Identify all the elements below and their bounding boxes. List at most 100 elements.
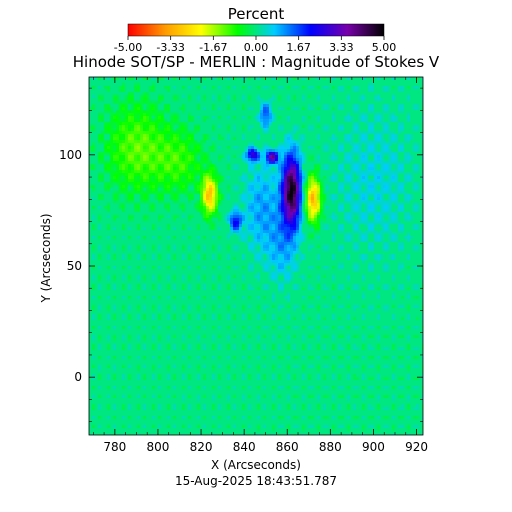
heatmap-cell bbox=[152, 122, 155, 125]
heatmap-cell bbox=[98, 173, 101, 176]
heatmap-cell bbox=[233, 266, 236, 269]
heatmap-cell bbox=[179, 134, 182, 137]
heatmap-cell bbox=[338, 107, 341, 110]
heatmap-cell bbox=[212, 86, 215, 89]
heatmap-cell bbox=[374, 188, 377, 191]
heatmap-cell bbox=[389, 185, 392, 188]
heatmap-cell bbox=[395, 137, 398, 140]
heatmap-cell bbox=[116, 140, 119, 143]
heatmap-cell bbox=[242, 95, 245, 98]
heatmap-cell bbox=[392, 218, 395, 221]
heatmap-cell bbox=[350, 140, 353, 143]
heatmap-cell bbox=[266, 197, 269, 200]
heatmap-cell bbox=[302, 377, 305, 380]
heatmap-cell bbox=[110, 122, 113, 125]
heatmap-cell bbox=[179, 152, 182, 155]
heatmap-cell bbox=[290, 206, 293, 209]
heatmap-cell bbox=[245, 161, 248, 164]
heatmap-cell bbox=[422, 194, 423, 197]
heatmap-cell bbox=[212, 335, 215, 338]
heatmap-cell bbox=[140, 176, 143, 179]
heatmap-cell bbox=[401, 365, 404, 368]
heatmap-cell bbox=[254, 167, 257, 170]
heatmap-cell bbox=[353, 221, 356, 224]
heatmap-cell bbox=[275, 251, 278, 254]
heatmap-cell bbox=[401, 284, 404, 287]
heatmap-cell bbox=[218, 326, 221, 329]
heatmap-cell bbox=[152, 407, 155, 410]
heatmap-cell bbox=[287, 374, 290, 377]
heatmap-cell bbox=[176, 152, 179, 155]
heatmap-cell bbox=[320, 185, 323, 188]
heatmap-cell bbox=[371, 263, 374, 266]
heatmap-cell bbox=[251, 230, 254, 233]
heatmap-cell bbox=[260, 164, 263, 167]
heatmap-cell bbox=[395, 164, 398, 167]
heatmap-cell bbox=[305, 212, 308, 215]
heatmap-cell bbox=[356, 248, 359, 251]
heatmap-cell bbox=[383, 143, 386, 146]
heatmap-cell bbox=[233, 218, 236, 221]
heatmap-cell bbox=[98, 98, 101, 101]
heatmap-cell bbox=[236, 248, 239, 251]
heatmap-cell bbox=[137, 173, 140, 176]
heatmap-cell bbox=[239, 194, 242, 197]
heatmap-cell bbox=[272, 293, 275, 296]
heatmap-cell bbox=[197, 407, 200, 410]
heatmap-cell bbox=[368, 191, 371, 194]
heatmap-cell bbox=[293, 128, 296, 131]
heatmap-cell bbox=[401, 161, 404, 164]
heatmap-cell bbox=[296, 164, 299, 167]
heatmap-cell bbox=[254, 182, 257, 185]
heatmap-cell bbox=[323, 248, 326, 251]
heatmap-cell bbox=[152, 167, 155, 170]
heatmap-cell bbox=[113, 215, 116, 218]
heatmap-cell bbox=[413, 227, 416, 230]
heatmap-cell bbox=[173, 155, 176, 158]
heatmap-cell bbox=[287, 206, 290, 209]
heatmap-cell bbox=[245, 203, 248, 206]
heatmap-cell bbox=[290, 185, 293, 188]
heatmap-cell bbox=[317, 185, 320, 188]
heatmap-cell bbox=[371, 200, 374, 203]
heatmap-cell bbox=[248, 230, 251, 233]
heatmap-cell bbox=[125, 113, 128, 116]
heatmap-cell bbox=[176, 191, 179, 194]
heatmap-cell bbox=[107, 326, 110, 329]
heatmap-cell bbox=[263, 152, 266, 155]
heatmap-cell bbox=[158, 317, 161, 320]
heatmap-cell bbox=[218, 425, 221, 428]
heatmap-cell bbox=[260, 215, 263, 218]
heatmap-cell bbox=[299, 275, 302, 278]
heatmap-cell bbox=[197, 416, 200, 419]
heatmap-cell bbox=[179, 164, 182, 167]
heatmap-cell bbox=[371, 152, 374, 155]
heatmap-cell bbox=[242, 317, 245, 320]
heatmap-cell bbox=[152, 425, 155, 428]
heatmap-cell bbox=[194, 167, 197, 170]
heatmap-cell bbox=[122, 182, 125, 185]
heatmap-cell bbox=[401, 434, 404, 435]
heatmap-cell bbox=[302, 134, 305, 137]
heatmap-cell bbox=[152, 128, 155, 131]
heatmap-cell bbox=[182, 386, 185, 389]
heatmap-cell bbox=[386, 224, 389, 227]
heatmap-cell bbox=[119, 101, 122, 104]
heatmap-cell bbox=[146, 218, 149, 221]
heatmap-cell bbox=[188, 287, 191, 290]
heatmap-cell bbox=[110, 134, 113, 137]
heatmap-cell bbox=[122, 89, 125, 92]
heatmap-cell bbox=[317, 206, 320, 209]
heatmap-cell bbox=[128, 77, 131, 80]
heatmap-cell bbox=[416, 227, 419, 230]
heatmap-cell bbox=[290, 137, 293, 140]
heatmap-cell bbox=[203, 254, 206, 257]
heatmap-cell bbox=[362, 140, 365, 143]
heatmap-cell bbox=[104, 182, 107, 185]
heatmap-cell bbox=[278, 167, 281, 170]
heatmap-cell bbox=[380, 194, 383, 197]
heatmap-cell bbox=[140, 182, 143, 185]
heatmap-cell bbox=[293, 95, 296, 98]
heatmap-cell bbox=[422, 416, 423, 419]
heatmap-cell bbox=[176, 194, 179, 197]
